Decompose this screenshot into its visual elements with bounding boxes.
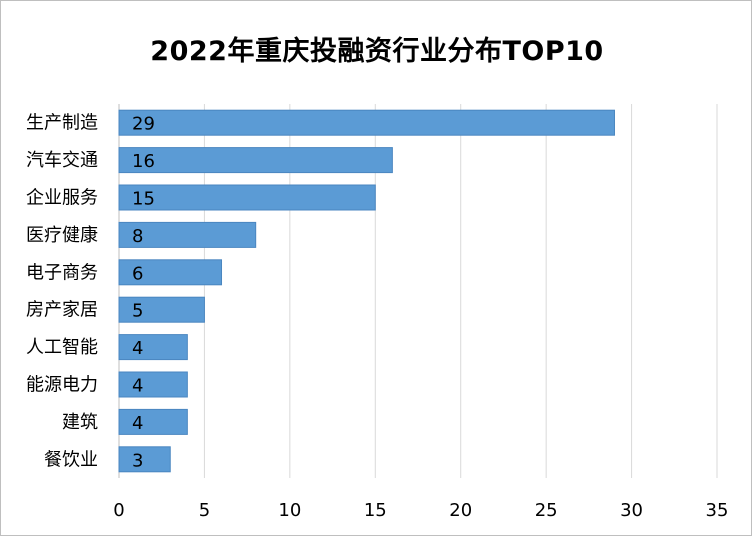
x-tick-label-15: 15: [364, 500, 387, 521]
bar-8: [118, 371, 188, 398]
data-label-4: 8: [132, 226, 143, 247]
category-label-5: 电子商务: [26, 262, 98, 283]
x-tick-label-35: 35: [706, 500, 729, 521]
x-tick-label-25: 25: [535, 500, 558, 521]
x-tick-label-10: 10: [278, 500, 301, 521]
bars: [118, 109, 615, 473]
category-label-2: 汽车交通: [26, 150, 98, 171]
bar-6: [118, 296, 205, 323]
data-label-7: 4: [132, 338, 143, 359]
bar-2: [118, 147, 393, 174]
data-labels: 29 16 15 8 6 5 4 4 4 3: [132, 114, 155, 472]
data-label-8: 4: [132, 376, 143, 397]
category-label-4: 医疗健康: [26, 225, 98, 246]
category-label-3: 企业服务: [26, 188, 98, 209]
x-tick-label-0: 0: [113, 500, 124, 521]
category-label-9: 建筑: [62, 412, 98, 433]
category-label-8: 能源电力: [26, 375, 98, 396]
x-tick-label-5: 5: [199, 500, 210, 521]
category-label-6: 房产家居: [26, 300, 98, 321]
x-tick-labels: 0 5 10 15 20 25 30 35: [113, 500, 728, 521]
bar-10: [118, 446, 171, 473]
bar-4: [118, 221, 257, 248]
bar-5: [118, 259, 223, 286]
bar-3: [118, 184, 376, 211]
chart-title: 2022年重庆投融资行业分布TOP10: [150, 36, 604, 67]
bar-9: [118, 408, 188, 435]
bar-1: [118, 109, 615, 136]
data-label-2: 16: [132, 151, 155, 172]
x-tick-label-30: 30: [620, 500, 643, 521]
data-label-9: 4: [132, 413, 143, 434]
x-tick-label-20: 20: [449, 500, 472, 521]
category-label-10: 餐饮业: [44, 449, 98, 470]
data-label-10: 3: [132, 450, 143, 471]
category-label-7: 人工智能: [26, 337, 98, 358]
data-label-6: 5: [132, 301, 143, 322]
data-label-3: 15: [132, 189, 155, 210]
category-label-1: 生产制造: [26, 113, 98, 134]
data-label-1: 29: [132, 114, 155, 135]
bar-7: [118, 334, 188, 361]
data-label-5: 6: [132, 263, 143, 284]
